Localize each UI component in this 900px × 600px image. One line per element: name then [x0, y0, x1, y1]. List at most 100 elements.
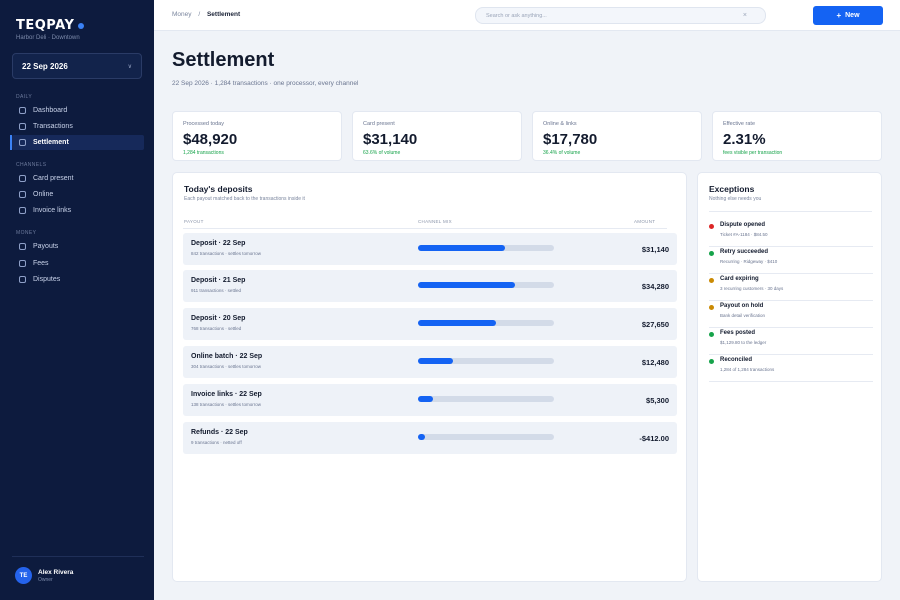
table-row[interactable]: Online batch · 22 Sep 304 transactions ·…: [183, 346, 677, 378]
list-item[interactable]: Fees posted $1,129.80 to the ledger: [709, 328, 873, 355]
checkbox-icon: [19, 243, 26, 250]
channel-mix-fill: [418, 434, 425, 440]
status-dot-icon: [709, 305, 714, 310]
checkbox-icon: [19, 191, 26, 198]
exception-title: Card expiring: [720, 276, 759, 282]
stat-card-effective-rate: Effective rate 2.31% fees visible per tr…: [712, 111, 882, 161]
breadcrumb-current: Settlement: [206, 11, 241, 18]
search-input[interactable]: Search or ask anything... ×: [475, 7, 766, 24]
sidebar-item-invoice-links[interactable]: Invoice links: [12, 203, 144, 218]
exceptions-divider: [709, 211, 872, 212]
sidebar-item-dashboard[interactable]: Dashboard: [12, 103, 144, 118]
sidebar-item-online[interactable]: Online: [12, 187, 144, 202]
nav-section-money: MONEY: [16, 230, 37, 236]
payout-meta: 768 transactions · settled: [191, 326, 242, 331]
exception-title: Retry succeeded: [720, 249, 769, 255]
exceptions-card: Exceptions Nothing else needs you Disput…: [697, 172, 882, 582]
channel-mix-fill: [418, 320, 496, 326]
list-item[interactable]: Reconciled 1,284 of 1,284 transactions: [709, 355, 873, 382]
channel-mix-bar: [418, 396, 554, 402]
payout-name: Deposit · 20 Sep: [191, 315, 246, 322]
column-header-payout: PAYOUT: [184, 219, 204, 224]
plus-icon: +: [836, 11, 842, 20]
list-item[interactable]: Card expiring 3 recurring customers · 30…: [709, 274, 873, 301]
stat-label: Processed today: [183, 121, 224, 127]
payout-name: Deposit · 22 Sep: [191, 240, 246, 247]
payout-meta: 842 transactions · settles tomorrow: [191, 251, 262, 256]
page-subtitle: 22 Sep 2026 · 1,284 transactions · one p…: [172, 80, 359, 87]
payout-amount: -$412.00: [639, 434, 669, 443]
brand-name: TEQPAY: [16, 18, 75, 33]
brand-logo[interactable]: TEQPAY: [16, 18, 85, 33]
stat-value: $31,140: [363, 131, 418, 148]
payout-name: Invoice links · 22 Sep: [191, 391, 262, 398]
channel-mix-bar: [418, 245, 554, 251]
channel-mix-fill: [418, 245, 506, 251]
payout-name: Refunds · 22 Sep: [191, 429, 248, 436]
list-item[interactable]: Dispute opened Ticket #A-1184 · $84.50: [709, 220, 873, 247]
stat-label: Online & links: [543, 121, 577, 127]
sidebar-item-label: Dashboard: [33, 107, 68, 114]
status-dot-icon: [709, 224, 714, 229]
exception-title: Payout on hold: [720, 303, 764, 309]
payout-meta: 138 transactions · settles tomorrow: [191, 402, 262, 407]
payout-amount: $34,280: [641, 282, 669, 291]
page-title: Settlement: [172, 49, 275, 71]
payout-amount: $27,650: [641, 320, 669, 329]
exception-detail: 3 recurring customers · 30 days: [720, 286, 784, 291]
deposits-card: Today's deposits Each payout matched bac…: [172, 172, 687, 582]
stat-note: 63.6% of volume: [363, 150, 401, 156]
table-row[interactable]: Deposit · 21 Sep 911 transactions · sett…: [183, 270, 677, 302]
sidebar-item-payouts[interactable]: Payouts: [12, 239, 144, 254]
table-row[interactable]: Deposit · 22 Sep 842 transactions · sett…: [183, 233, 677, 265]
sidebar-item-card-present[interactable]: Card present: [12, 171, 144, 186]
exceptions-title: Exceptions: [709, 184, 755, 194]
payout-amount: $12,480: [641, 358, 669, 367]
checkbox-icon: [19, 123, 26, 130]
new-button[interactable]: + New: [813, 6, 883, 25]
channel-mix-bar: [418, 358, 554, 364]
payout-meta: 9 transactions · netted off: [191, 440, 242, 445]
table-row[interactable]: Invoice links · 22 Sep 138 transactions …: [183, 384, 677, 416]
date-picker-value: 22 Sep 2026: [22, 61, 68, 71]
date-picker[interactable]: 22 Sep 2026 ∨: [12, 53, 142, 79]
stat-note: 1,284 transactions: [183, 150, 224, 156]
exception-detail: 1,284 of 1,284 transactions: [720, 367, 775, 372]
deposits-subtitle: Each payout matched back to the transact…: [184, 196, 305, 202]
user-profile[interactable]: TE Alex Rivera Owner: [12, 556, 144, 584]
breadcrumb-parent[interactable]: Money: [172, 11, 192, 18]
exception-detail: Ticket #A-1184 · $84.50: [720, 232, 768, 237]
deposits-title: Today's deposits: [184, 184, 253, 194]
status-dot-icon: [709, 251, 714, 256]
sidebar-item-label: Payouts: [33, 243, 59, 250]
checkbox-icon: [19, 139, 26, 146]
sidebar-item-label: Card present: [33, 175, 74, 182]
exception-title: Fees posted: [720, 330, 756, 336]
list-item[interactable]: Payout on hold Bank detail verification: [709, 301, 873, 328]
location-name: Harbor Deli · Downtown: [16, 35, 80, 41]
table-row[interactable]: Deposit · 20 Sep 768 transactions · sett…: [183, 308, 677, 340]
table-row[interactable]: Refunds · 22 Sep 9 transactions · netted…: [183, 422, 677, 454]
sidebar-item-disputes[interactable]: Disputes: [12, 272, 144, 287]
sidebar-item-label: Disputes: [33, 276, 61, 283]
sidebar: TEQPAY Harbor Deli · Downtown 22 Sep 202…: [0, 0, 154, 600]
exception-title: Dispute opened: [720, 222, 766, 228]
payout-amount: $31,140: [641, 245, 669, 254]
list-item[interactable]: Retry succeeded Recurring · Ridgeway · $…: [709, 247, 873, 274]
sidebar-item-fees[interactable]: Fees: [12, 256, 144, 271]
payout-name: Deposit · 21 Sep: [191, 277, 246, 284]
status-dot-icon: [709, 278, 714, 283]
stat-card-online: Online & links $17,780 36.4% of volume: [532, 111, 702, 161]
payout-meta: 304 transactions · settles tomorrow: [191, 364, 262, 369]
sidebar-item-transactions[interactable]: Transactions: [12, 119, 144, 134]
stat-card-card-present: Card present $31,140 63.6% of volume: [352, 111, 522, 161]
column-header-amount: AMOUNT: [634, 219, 656, 224]
avatar: TE: [15, 567, 32, 584]
channel-mix-fill: [418, 282, 515, 288]
checkbox-icon: [19, 276, 26, 283]
exception-title: Reconciled: [720, 357, 753, 363]
stat-value: 2.31%: [723, 131, 766, 148]
sidebar-item-settlement[interactable]: Settlement: [10, 135, 144, 150]
close-icon[interactable]: ×: [742, 12, 747, 19]
channel-mix-bar: [418, 282, 554, 288]
